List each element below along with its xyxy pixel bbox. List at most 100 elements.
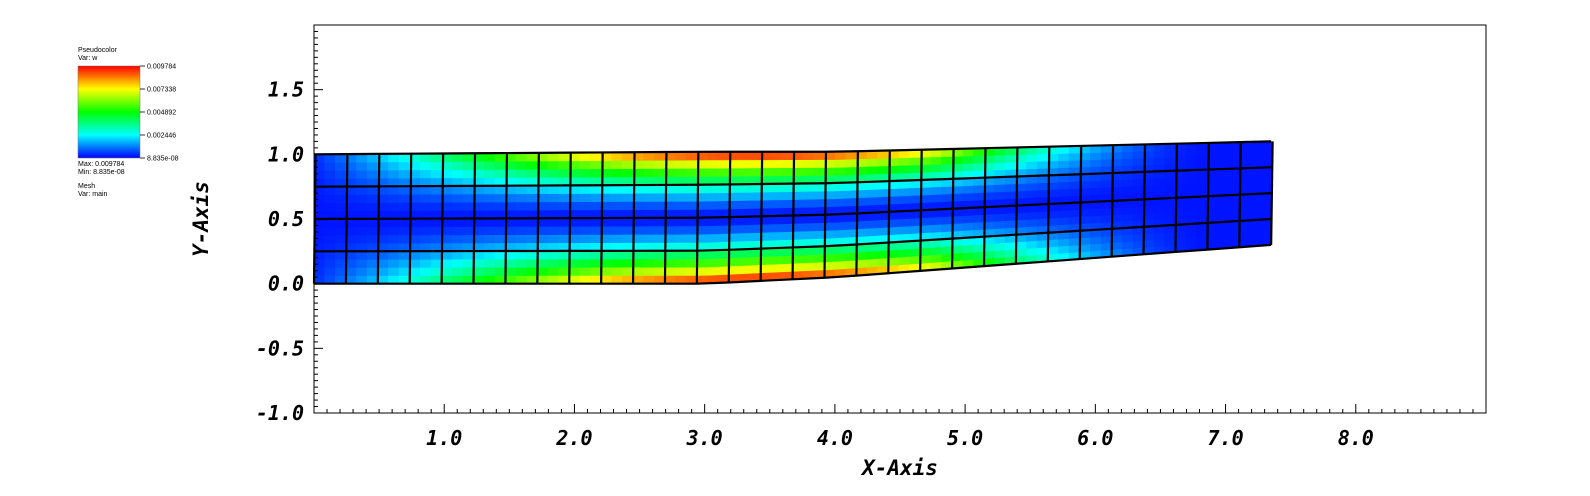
mesh-cell-fill — [547, 226, 559, 235]
mesh-cell-fill — [420, 202, 432, 211]
mesh-cell-fill — [643, 225, 655, 235]
mesh-cell-fill — [398, 202, 411, 211]
mesh-cell-fill — [1153, 238, 1166, 248]
mesh-cell-fill — [590, 160, 602, 170]
colorbar-tick-label: 0.002446 — [147, 133, 176, 140]
mesh-cell-fill — [696, 258, 708, 268]
mesh-cell-fill — [441, 275, 453, 284]
axis-ticks: 1.0 2.0 3.0 4.0 5.0 6.0 7.0 8.0 1.5 1.0 0.5 0.0 -0.5… — [256, 24, 1487, 450]
mesh-cell-fill — [334, 250, 347, 260]
mesh-cell-fill — [1196, 209, 1208, 218]
mesh-cell-fill — [802, 151, 815, 160]
mesh-cell-fill — [973, 162, 985, 171]
mesh-cell-fill — [483, 275, 496, 284]
mesh-cell-fill — [654, 250, 666, 260]
mesh-cell-fill — [973, 192, 985, 201]
mesh-cell-fill — [441, 242, 453, 252]
mesh-cell-fill — [1175, 230, 1187, 239]
mesh-cell-fill — [973, 251, 985, 260]
mesh-cell-fill — [973, 184, 985, 194]
mesh-cell-fill — [611, 258, 623, 268]
mesh-cell-fill — [462, 226, 474, 236]
mesh-cell-fill — [866, 196, 878, 206]
mesh-cell-fill — [515, 201, 527, 211]
mesh-cell-fill — [334, 218, 347, 228]
mesh-cell-fill — [324, 275, 336, 284]
mesh-cell-fill — [1004, 241, 1017, 251]
mesh-cell-fill — [537, 242, 549, 252]
mesh-cell-fill — [898, 195, 910, 205]
mesh-cell-fill — [739, 224, 751, 234]
mesh-cell-fill — [877, 157, 889, 167]
mesh-cell-fill — [590, 234, 602, 243]
mesh-cell-fill — [632, 250, 644, 260]
mesh-cell-fill — [526, 258, 538, 268]
mesh-cell-fill — [526, 193, 538, 203]
mesh-cell-fill — [451, 267, 464, 276]
mesh-cell-fill — [462, 258, 474, 268]
mesh-cell-fill — [1249, 147, 1261, 156]
mesh-cell-fill — [579, 176, 591, 186]
mesh-cell-fill — [473, 275, 485, 284]
mesh-cell-fill — [685, 275, 698, 284]
mesh-cell-fill — [664, 250, 676, 260]
mesh-cell-fill — [1132, 178, 1144, 187]
mesh-cell-fill — [845, 158, 857, 168]
mesh-cell-fill — [558, 258, 570, 268]
mesh-cell-fill — [420, 267, 432, 276]
mesh-cell-fill — [1121, 151, 1134, 160]
mesh-cell-fill — [866, 250, 878, 260]
mesh-cell-fill — [962, 192, 974, 202]
mesh-cell-fill — [515, 193, 527, 203]
mesh-cell-fill — [547, 266, 559, 276]
mesh-cell-fill — [1121, 234, 1134, 243]
mesh-cell-fill — [749, 159, 761, 169]
mesh-cell-fill — [781, 263, 793, 273]
mesh-cell-fill — [366, 210, 379, 220]
mesh-cell-fill — [707, 217, 719, 227]
mesh-cell-fill — [696, 250, 708, 260]
mesh-cell-fill — [707, 159, 719, 169]
mesh-cell-fill — [760, 255, 772, 266]
mesh-cell-fill — [1090, 159, 1102, 168]
mesh-cell-fill — [547, 152, 559, 162]
mesh-cell-fill — [770, 199, 783, 209]
mesh-cell-fill — [1090, 187, 1102, 196]
mesh-cell-fill — [483, 152, 496, 162]
mesh-cell-fill — [1153, 232, 1166, 241]
mesh-cell-fill — [377, 250, 389, 260]
mesh-cell-fill — [845, 197, 857, 207]
mesh-cell-fill — [515, 185, 527, 195]
mesh-cell-fill — [1228, 148, 1240, 156]
mesh-cell-fill — [654, 168, 666, 178]
mesh-cell-fill — [685, 266, 698, 276]
mesh-cell-fill — [526, 217, 538, 227]
mesh-cell-fill — [877, 249, 889, 259]
legend-max-label: Max: 0.009784 — [78, 161, 125, 168]
colorbar-tick-label: 0.004892 — [147, 110, 176, 117]
mesh-cell-fill — [685, 184, 698, 194]
mesh-cell-fill — [1217, 181, 1229, 190]
mesh-cell-fill — [1153, 157, 1166, 165]
mesh-cell-fill — [739, 175, 751, 185]
mesh-cell-fill — [749, 224, 761, 234]
mesh-cell-fill — [366, 267, 379, 276]
mesh-cell-fill — [388, 177, 400, 187]
x-axis-title: X-Axis — [860, 456, 938, 480]
mesh-cell-fill — [462, 234, 474, 244]
mesh-cell-fill — [494, 201, 506, 211]
y-tick-label: 1.5 — [268, 78, 304, 102]
mesh-cell-fill — [451, 226, 464, 236]
mesh-cell-fill — [622, 275, 634, 284]
mesh-cell-fill — [770, 191, 783, 201]
mesh-cell-fill — [1068, 209, 1081, 218]
mesh-cell-fill — [1100, 179, 1112, 188]
mesh-cell-fill — [1228, 174, 1240, 183]
mesh-cell-fill — [813, 167, 825, 176]
mesh-cell-fill — [356, 267, 368, 276]
mesh-cell-fill — [1228, 181, 1240, 189]
mesh-cell-fill — [590, 250, 602, 260]
mesh-cell-fill — [781, 191, 793, 201]
mesh-cell-fill — [398, 234, 411, 244]
mesh-cell-fill — [494, 185, 506, 195]
